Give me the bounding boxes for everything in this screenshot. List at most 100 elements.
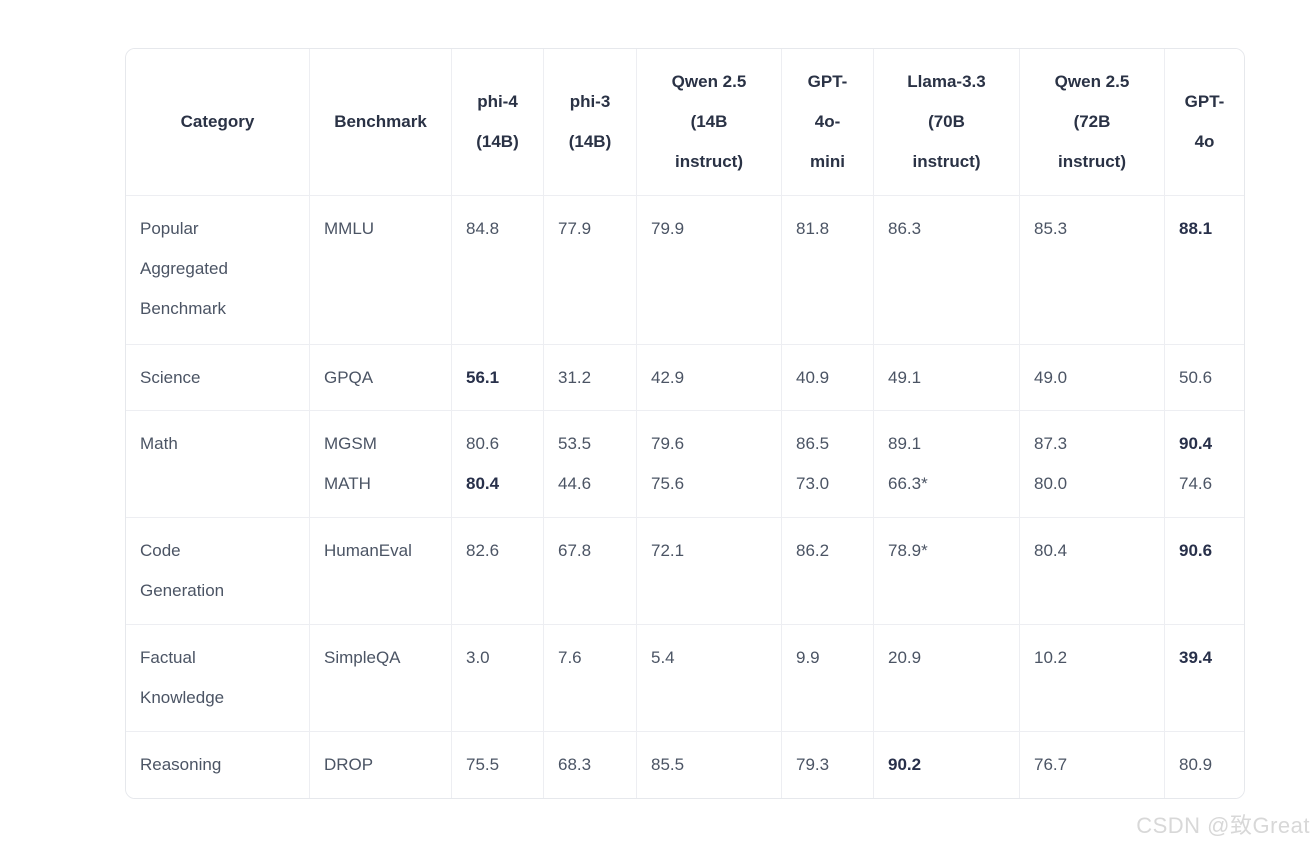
header-row: Category Benchmark phi-4 (14B) phi-3 (14… xyxy=(126,49,1244,196)
category-line: Science xyxy=(140,368,201,387)
value-cell: 85.3 xyxy=(1020,196,1165,345)
cell-value: 56.1 xyxy=(466,368,500,387)
table-row-reasoning: Reasoning DROP 75.5 68.3 85.5 79.3 90.2 … xyxy=(126,732,1244,798)
value-cell: 31.2 xyxy=(544,345,637,411)
header-line: phi-4 xyxy=(477,92,518,111)
category-line: Generation xyxy=(140,581,225,600)
cell-value: 84.8 xyxy=(466,219,500,238)
cell-value: 82.6 xyxy=(466,541,500,560)
cell-value: 68.3 xyxy=(558,755,592,774)
value-cell: 81.8 xyxy=(782,196,874,345)
column-header-category: Category xyxy=(126,49,310,196)
value-cell: 86.2 xyxy=(782,518,874,625)
header-line: GPT- xyxy=(1184,92,1225,111)
value-cell: 79.6 75.6 xyxy=(637,411,782,518)
value-cell: 79.3 xyxy=(782,732,874,798)
cell-value: 87.3 xyxy=(1034,434,1068,453)
header-line: instruct) xyxy=(912,152,981,171)
cell-value: 75.5 xyxy=(466,755,500,774)
header-line: (14B xyxy=(690,112,728,131)
value-cell: 56.1 xyxy=(452,345,544,411)
header-line: (14B) xyxy=(476,132,519,151)
cell-value: 75.6 xyxy=(651,474,685,493)
value-cell: 84.8 xyxy=(452,196,544,345)
category-line: Factual xyxy=(140,648,196,667)
value-cell: 80.9 xyxy=(1165,732,1244,798)
table-row-popular-aggregated: Popular Aggregated Benchmark MMLU 84.8 7… xyxy=(126,196,1244,345)
header-line: 4o- xyxy=(814,112,841,131)
category-line: Knowledge xyxy=(140,688,225,707)
value-cell: 89.1 66.3* xyxy=(874,411,1020,518)
category-line: Code xyxy=(140,541,181,560)
value-cell: 53.5 44.6 xyxy=(544,411,637,518)
header-line: phi-3 xyxy=(569,92,611,111)
header-line: instruct) xyxy=(1058,152,1126,171)
value-cell: 72.1 xyxy=(637,518,782,625)
cell-value: 67.8 xyxy=(558,541,592,560)
cell-value: 50.6 xyxy=(1179,368,1213,387)
value-cell: 9.9 xyxy=(782,625,874,732)
value-cell: 67.8 xyxy=(544,518,637,625)
category-line: Aggregated xyxy=(140,259,228,278)
cell-value: 53.5 xyxy=(558,434,592,453)
column-header-qwen-72b: Qwen 2.5 (72B instruct) xyxy=(1020,49,1165,196)
benchmark-line: HumanEval xyxy=(324,541,412,560)
cell-value: 80.0 xyxy=(1034,474,1068,493)
value-cell: 87.3 80.0 xyxy=(1020,411,1165,518)
value-cell: 5.4 xyxy=(637,625,782,732)
cell-value: 39.4 xyxy=(1179,648,1213,667)
value-cell: 79.9 xyxy=(637,196,782,345)
value-cell: 42.9 xyxy=(637,345,782,411)
header-line: Category xyxy=(180,112,255,131)
cell-value: 79.6 xyxy=(651,434,685,453)
cell-value: 20.9 xyxy=(888,648,922,667)
category-cell: Math xyxy=(126,411,310,518)
header-line: (14B) xyxy=(568,132,612,151)
value-cell: 78.9* xyxy=(874,518,1020,625)
column-header-phi-3: phi-3 (14B) xyxy=(544,49,637,196)
column-header-llama-3-3: Llama-3.3 (70B instruct) xyxy=(874,49,1020,196)
value-cell: 86.5 73.0 xyxy=(782,411,874,518)
header-line: GPT- xyxy=(807,72,848,91)
cell-value: 80.4 xyxy=(466,474,500,493)
category-cell: Reasoning xyxy=(126,732,310,798)
column-header-benchmark: Benchmark xyxy=(310,49,452,196)
category-line: Benchmark xyxy=(140,299,226,318)
cell-value: 74.6 xyxy=(1179,474,1213,493)
cell-value: 78.9* xyxy=(888,541,928,560)
benchmark-line: MATH xyxy=(324,474,371,493)
cell-value: 9.9 xyxy=(796,648,820,667)
value-cell: 10.2 xyxy=(1020,625,1165,732)
cell-value: 72.1 xyxy=(651,541,685,560)
cell-value: 5.4 xyxy=(651,648,675,667)
header-line: Llama-3.3 xyxy=(907,72,986,91)
header-line: (72B xyxy=(1073,112,1111,131)
category-line: Reasoning xyxy=(140,755,222,774)
value-cell: 7.6 xyxy=(544,625,637,732)
value-cell: 76.7 xyxy=(1020,732,1165,798)
cell-value: 85.3 xyxy=(1034,219,1068,238)
column-header-phi-4: phi-4 (14B) xyxy=(452,49,544,196)
value-cell: 86.3 xyxy=(874,196,1020,345)
header-line: Benchmark xyxy=(334,112,427,131)
benchmark-table: Category Benchmark phi-4 (14B) phi-3 (14… xyxy=(126,49,1244,798)
category-line: Math xyxy=(140,434,178,453)
value-cell: 82.6 xyxy=(452,518,544,625)
benchmark-table-container: Category Benchmark phi-4 (14B) phi-3 (14… xyxy=(125,48,1245,799)
value-cell: 90.2 xyxy=(874,732,1020,798)
cell-value: 86.2 xyxy=(796,541,830,560)
cell-value: 44.6 xyxy=(558,474,592,493)
header-line: Qwen 2.5 xyxy=(1054,72,1130,91)
benchmark-cell: MMLU xyxy=(310,196,452,345)
benchmark-line: MGSM xyxy=(324,434,377,453)
category-cell: Popular Aggregated Benchmark xyxy=(126,196,310,345)
value-cell: 75.5 xyxy=(452,732,544,798)
header-line: Qwen 2.5 xyxy=(671,72,747,91)
value-cell: 88.1 xyxy=(1165,196,1244,345)
cell-value: 80.9 xyxy=(1179,755,1213,774)
cell-value: 90.2 xyxy=(888,755,922,774)
value-cell: 90.6 xyxy=(1165,518,1244,625)
cell-value: 3.0 xyxy=(466,648,490,667)
table-row-factual-knowledge: Factual Knowledge SimpleQA 3.0 7.6 5.4 9… xyxy=(126,625,1244,732)
benchmark-cell: SimpleQA xyxy=(310,625,452,732)
